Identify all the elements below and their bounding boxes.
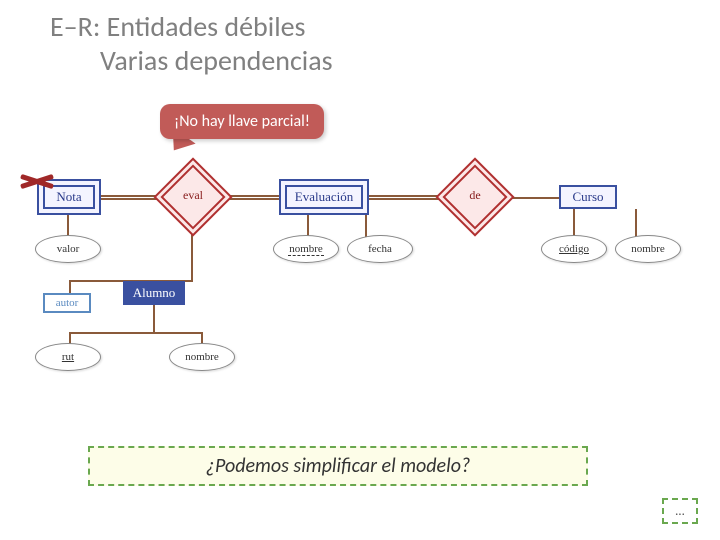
entity-evaluacion: Evaluación — [285, 185, 363, 209]
attr-valor-label: valor — [57, 243, 80, 255]
attr-codigo-label: código — [559, 243, 589, 255]
attr-nombre-alumno-label: nombre — [185, 351, 219, 363]
relationship-eval-label: eval — [163, 188, 223, 203]
attr-codigo: código — [541, 235, 607, 263]
callout-text: ¡No hay llave parcial! — [174, 112, 310, 131]
question-text: ¿Podemos simplificar el modelo? — [206, 454, 470, 478]
edge-alumno-rut-h — [69, 332, 155, 334]
entity-autor: autor — [43, 293, 91, 313]
edge-alumno-down — [153, 305, 155, 333]
edge-eval-alumno-v — [191, 221, 193, 281]
relationship-de-label: de — [445, 188, 505, 203]
attr-fecha: fecha — [347, 235, 413, 263]
attr-nombre-curso: nombre — [615, 235, 681, 263]
edge-curso-nombre — [635, 209, 637, 237]
edge-curso-codigo — [573, 209, 575, 237]
attr-nombre-eval-label: nombre — [288, 243, 324, 256]
footer-box: … — [662, 498, 698, 524]
entity-curso-label: Curso — [572, 189, 603, 205]
attr-valor: valor — [35, 235, 101, 263]
footer-text: … — [676, 504, 685, 519]
slide-title: E–R: Entidades débiles Varias dependenci… — [50, 10, 333, 77]
entity-autor-label: autor — [56, 297, 79, 309]
question-box: ¿Podemos simplificar el modelo? — [88, 446, 588, 486]
title-line-1: E–R: Entidades débiles — [50, 10, 333, 44]
attr-nombre-eval: nombre — [273, 235, 339, 263]
entity-alumno: Alumno — [123, 281, 185, 305]
edge-evaluacion-nombre — [307, 209, 309, 237]
edge-evaluacion-fecha — [365, 209, 367, 237]
callout-bubble: ¡No hay llave parcial! — [160, 104, 324, 139]
title-line-2: Varias dependencias — [100, 44, 333, 78]
er-diagram: Nota Evaluación Curso Alumno autor eval … — [15, 175, 705, 415]
edge-nota-valor — [67, 209, 69, 237]
entity-curso: Curso — [559, 185, 617, 209]
attr-nombre-curso-label: nombre — [631, 243, 665, 255]
attr-nombre-alumno: nombre — [169, 343, 235, 371]
attr-rut: rut — [35, 343, 101, 371]
entity-alumno-label: Alumno — [133, 285, 176, 301]
edge-evaluacion-de — [363, 195, 453, 197]
attr-rut-label: rut — [62, 351, 74, 363]
cross-icon — [20, 168, 54, 190]
attr-fecha-label: fecha — [368, 243, 392, 255]
edge-alumno-nombre-h — [153, 332, 203, 334]
entity-evaluacion-label: Evaluación — [295, 189, 353, 205]
entity-nota-label: Nota — [56, 189, 81, 205]
